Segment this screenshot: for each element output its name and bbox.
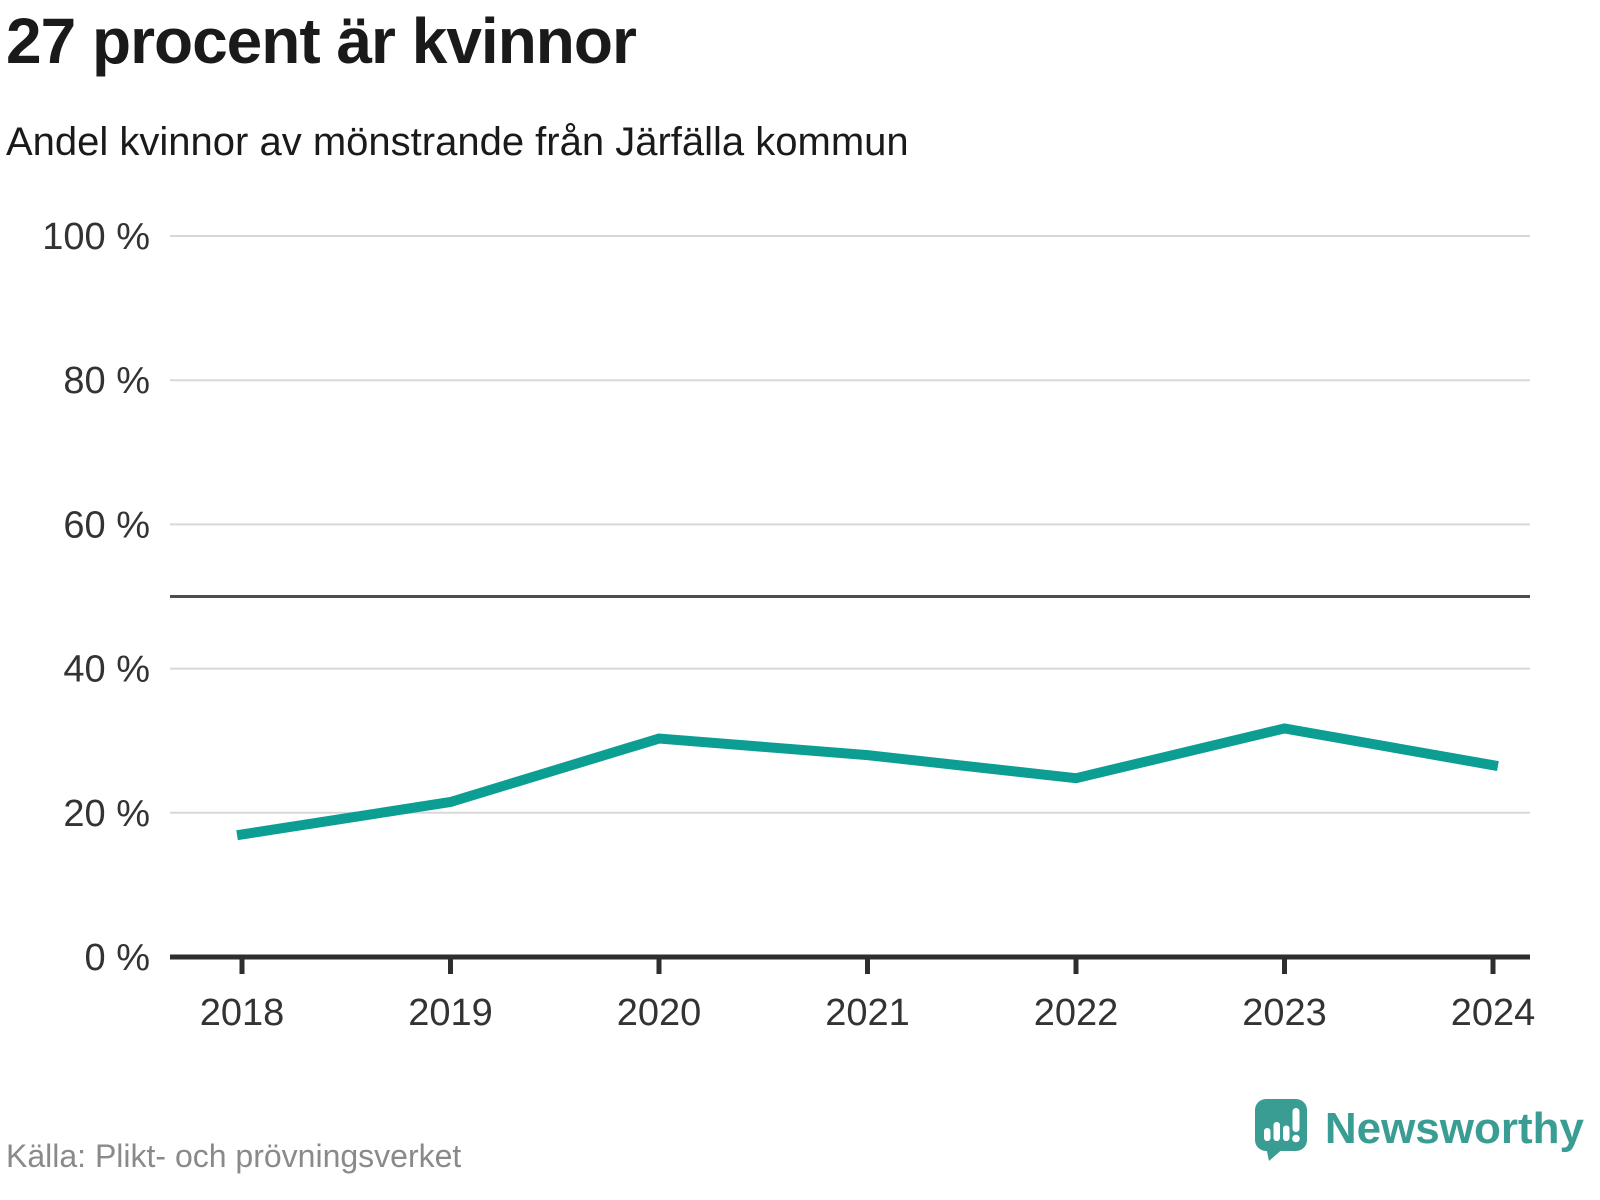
y-tick-label: 80 % — [63, 360, 150, 402]
newsworthy-logo-icon — [1254, 1099, 1307, 1161]
chart-subtitle: Andel kvinnor av mönstrande från Järfäll… — [6, 120, 909, 164]
newsworthy-wordmark: Newsworthy — [1324, 1104, 1584, 1153]
data-series — [236, 723, 1499, 841]
x-tick-label: 2023 — [1242, 992, 1327, 1034]
axes — [170, 954, 1530, 974]
axis-labels: 0 % 20 % 40 % 60 % 80 % 100 % 2018 2019 2020 2021… — [42, 216, 1535, 1034]
x-tick-label: 2020 — [617, 992, 702, 1034]
data-line — [236, 723, 1499, 841]
y-tick-label: 60 % — [63, 504, 150, 546]
y-tick-label: 100 % — [42, 216, 150, 258]
newsworthy-brand: Newsworthy — [1253, 1096, 1584, 1162]
x-tick-label: 2021 — [825, 992, 910, 1034]
x-tick-label: 2022 — [1034, 992, 1119, 1034]
x-tick-label: 2018 — [200, 992, 285, 1034]
y-tick-label: 40 % — [63, 649, 150, 691]
y-tick-label: 20 % — [63, 793, 150, 835]
source-note: Källa: Plikt- och prövningsverket — [6, 1138, 462, 1174]
x-tick-label: 2024 — [1451, 992, 1536, 1034]
chart-title: 27 procent är kvinnor — [6, 5, 637, 77]
y-tick-label: 0 % — [85, 937, 150, 979]
gridlines — [170, 235, 1530, 814]
x-tick-label: 2019 — [408, 992, 493, 1034]
